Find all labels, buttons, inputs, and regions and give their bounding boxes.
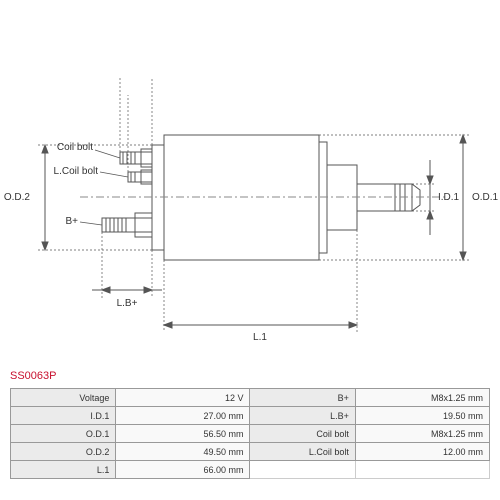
spec-table: Voltage12 VB+M8x1.25 mmI.D.127.00 mmL.B+… [10, 388, 490, 479]
label-coilbolt: Coil bolt [57, 142, 93, 153]
spec-label: L.1 [11, 461, 116, 479]
spec-value: 66.00 mm [116, 461, 250, 479]
label-od1: O.D.1 [472, 192, 499, 203]
table-row: L.166.00 mm [11, 461, 490, 479]
label-bplus: B+ [65, 216, 78, 227]
label-lcoilbolt: L.Coil bolt [54, 166, 99, 177]
spec-value: 27.00 mm [116, 407, 250, 425]
spec-label: O.D.1 [11, 425, 116, 443]
spec-value: 49.50 mm [116, 443, 250, 461]
spec-label: Voltage [11, 389, 116, 407]
spec-label: L.B+ [250, 407, 355, 425]
spec-value: 12.00 mm [355, 443, 489, 461]
spec-label [250, 461, 355, 479]
spec-label: B+ [250, 389, 355, 407]
spec-value: 19.50 mm [355, 407, 489, 425]
table-row: O.D.249.50 mmL.Coil bolt12.00 mm [11, 443, 490, 461]
table-row: O.D.156.50 mmCoil boltM8x1.25 mm [11, 425, 490, 443]
label-l1: L.1 [253, 332, 267, 343]
spec-value: 12 V [116, 389, 250, 407]
label-id1: I.D.1 [438, 192, 460, 203]
spec-value: M8x1.25 mm [355, 425, 489, 443]
label-lbplus: L.B+ [117, 298, 138, 309]
spec-label: L.Coil bolt [250, 443, 355, 461]
label-od2: O.D.2 [4, 192, 31, 203]
spec-value [355, 461, 489, 479]
spec-label: Coil bolt [250, 425, 355, 443]
table-row: I.D.127.00 mmL.B+19.50 mm [11, 407, 490, 425]
spec-value: 56.50 mm [116, 425, 250, 443]
part-number: SS0063P [10, 370, 56, 382]
spec-label: O.D.2 [11, 443, 116, 461]
spec-value: M8x1.25 mm [355, 389, 489, 407]
spec-label: I.D.1 [11, 407, 116, 425]
table-row: Voltage12 VB+M8x1.25 mm [11, 389, 490, 407]
technical-drawing: O.D.2 O.D.1 I.D.1 L.B+ L.1 Coil bolt L.C… [0, 0, 500, 380]
